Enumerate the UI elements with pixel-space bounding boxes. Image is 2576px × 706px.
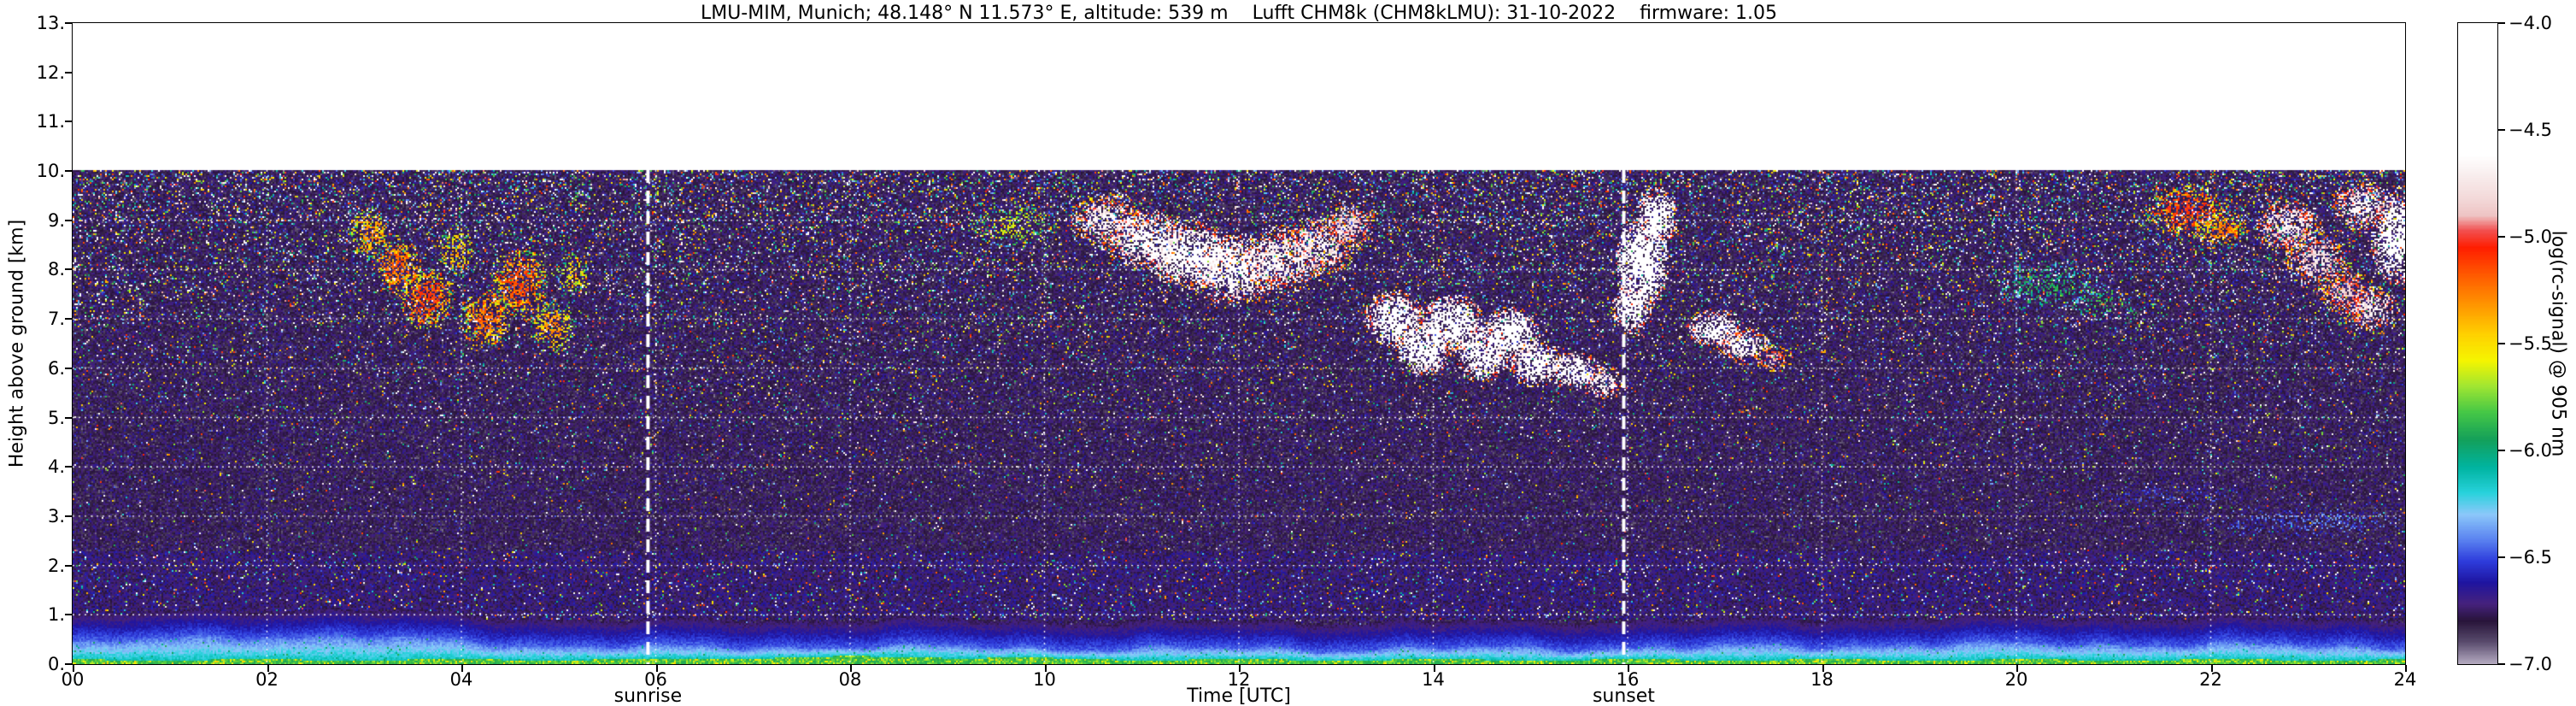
x-tick-mark [267,665,269,672]
colorbar-tick-label: −5.5 [2509,333,2552,354]
y-tick-mark [65,564,72,567]
x-tick-label: 10 [1033,669,1056,690]
y-tick-mark [65,268,72,271]
colorbar-tick-label: −4.0 [2509,13,2552,33]
x-tick-label: 04 [449,669,473,690]
y-tick-mark [65,614,72,616]
colorbar-tick-mark [2498,22,2505,24]
x-tick-label: 24 [2393,669,2417,690]
y-tick-label: 12. [36,62,65,83]
colorbar-label: log(rc-signal) @ 905 nm [2547,230,2569,457]
x-axis-label: Time [UTC] [1187,685,1291,706]
x-tick-label: 02 [255,669,279,690]
y-axis-label: Height above ground [km] [6,219,28,468]
y-tick-label: 3. [47,505,65,527]
colorbar-tick-mark [2498,450,2505,451]
x-tick-label: 20 [2004,669,2028,690]
y-tick-mark [65,71,72,74]
x-tick-mark [850,665,852,672]
x-tick-mark [1044,665,1047,672]
y-tick-mark [65,219,72,221]
colorbar-tick-label: −5.0 [2509,227,2552,247]
colorbar-tick-mark [2498,236,2505,238]
colorbar-tick-mark [2498,343,2505,344]
chart-title: LMU-MIM, Munich; 48.148° N 11.573° E, al… [700,3,1778,24]
y-tick-mark [65,121,72,123]
y-tick-mark [65,170,72,173]
x-tick-label: 08 [838,669,862,690]
x-tick-mark [655,665,658,672]
y-tick-mark [65,22,72,24]
colorbar-tick-mark [2498,556,2505,558]
x-tick-label: 18 [1810,669,1834,690]
sunset-label: sunset [1592,685,1655,706]
x-tick-label: 22 [2199,669,2222,690]
x-tick-mark [461,665,463,672]
x-tick-mark [1628,665,1629,672]
colorbar-tick-label: −7.0 [2509,654,2552,674]
x-tick-label: 14 [1422,669,1445,690]
x-tick-label: 00 [61,669,85,690]
x-tick-mark [1822,665,1824,672]
colorbar-tick-label: −6.0 [2509,440,2552,461]
x-tick-mark [2405,665,2407,672]
colorbar-frame [2457,22,2498,665]
y-tick-mark [65,318,72,321]
y-tick-mark [65,367,72,369]
colorbar-tick-mark [2498,663,2505,665]
colorbar [2458,23,2497,664]
y-tick-label: 0. [47,654,65,674]
y-tick-label: 1. [47,604,65,626]
y-tick-mark [65,466,72,468]
x-tick-mark [1239,665,1241,672]
x-tick-mark [2210,665,2213,672]
y-tick-label: 10. [36,161,65,182]
x-tick-mark [1433,665,1435,672]
colorbar-tick-mark [2498,129,2505,131]
y-tick-mark [65,663,72,665]
x-tick-mark [73,665,74,672]
y-tick-label: 13. [36,13,65,33]
colorbar-tick-label: −6.5 [2509,547,2552,568]
backscatter-heatmap-canvas [73,23,2405,664]
sunrise-label: sunrise [613,685,683,706]
y-tick-label: 11. [36,111,65,132]
y-tick-mark [65,515,72,517]
colorbar-tick-label: −4.5 [2509,120,2552,140]
x-tick-mark [2016,665,2018,672]
y-tick-label: 2. [47,555,65,576]
y-tick-mark [65,416,72,419]
